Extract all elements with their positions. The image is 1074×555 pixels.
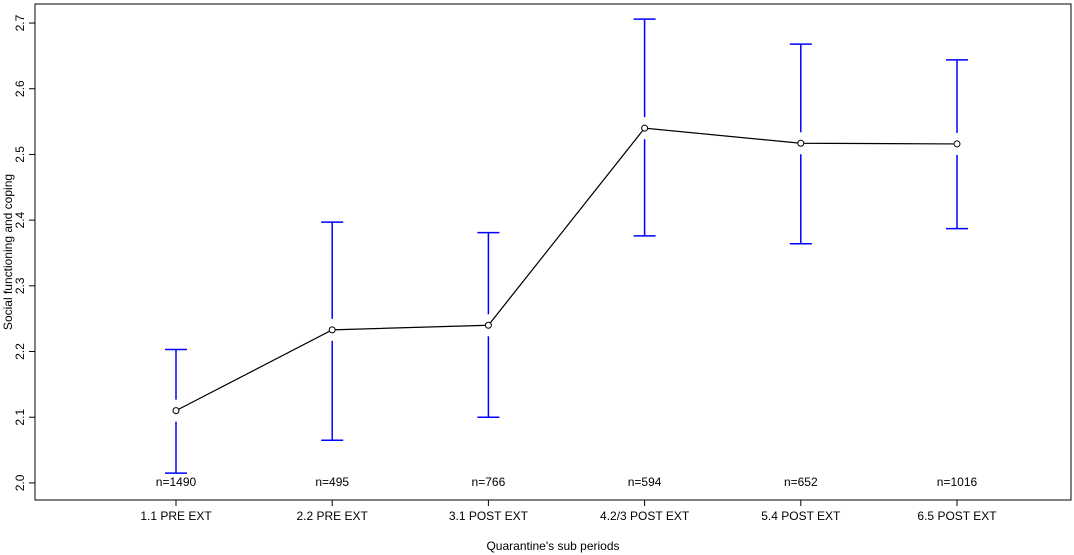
mean-point bbox=[797, 139, 805, 147]
mean-point bbox=[484, 321, 492, 329]
x-tick-label: 2.2 PRE EXT bbox=[297, 509, 369, 523]
y-tick-label: 2.1 bbox=[13, 409, 27, 426]
x-tick-label: 3.1 POST EXT bbox=[449, 509, 529, 523]
x-tick-label: 4.2/3 POST EXT bbox=[600, 509, 690, 523]
y-tick-label: 2.5 bbox=[13, 146, 27, 163]
sample-size-label: n=495 bbox=[315, 475, 349, 489]
x-tick-label: 6.5 POST EXT bbox=[917, 509, 997, 523]
y-tick-label: 2.6 bbox=[13, 80, 27, 97]
mean-line bbox=[175, 127, 958, 412]
mean-point bbox=[953, 140, 961, 148]
sample-size-label: n=766 bbox=[472, 475, 506, 489]
x-tick-label: 1.1 PRE EXT bbox=[140, 509, 212, 523]
sample-size-label: n=1490 bbox=[156, 475, 197, 489]
sample-size-label: n=1016 bbox=[937, 475, 978, 489]
y-tick-label: 2.3 bbox=[13, 277, 27, 294]
mean-point bbox=[641, 124, 649, 132]
sample-size-label: n=594 bbox=[628, 475, 662, 489]
mean-point bbox=[328, 326, 336, 334]
y-tick-label: 2.2 bbox=[13, 343, 27, 360]
y-tick-label: 2.0 bbox=[13, 474, 27, 491]
x-axis-title: Quarantine's sub periods bbox=[486, 539, 619, 553]
mean-point bbox=[172, 407, 180, 415]
y-tick-label: 2.4 bbox=[13, 211, 27, 228]
y-tick-label: 2.7 bbox=[13, 14, 27, 31]
y-axis-title: Social functioning and coping bbox=[1, 174, 15, 330]
plot-frame bbox=[34, 3, 1072, 501]
x-tick-label: 5.4 POST EXT bbox=[761, 509, 841, 523]
sample-size-label: n=652 bbox=[784, 475, 818, 489]
